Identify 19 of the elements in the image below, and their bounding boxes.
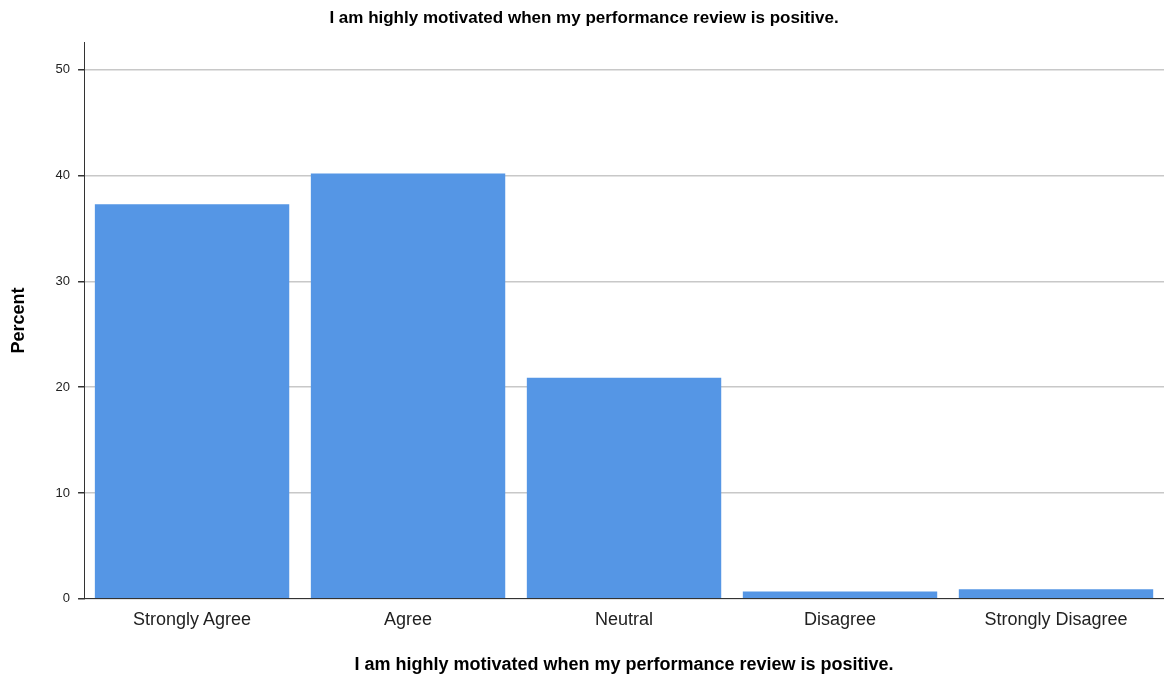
bar [958, 589, 1154, 599]
bar [310, 173, 506, 599]
y-tick-label: 0 [62, 590, 71, 606]
y-tick-label: 30 [55, 273, 71, 289]
y-tick-label: 40 [55, 167, 71, 183]
bar [742, 591, 938, 599]
x-axis-title: I am highly motivated when my performance review is positive. [354, 654, 894, 675]
bar [94, 204, 290, 599]
chart-title: I am highly motivated when my performance review is positive. [329, 7, 839, 27]
x-tick-label: Neutral [595, 608, 654, 629]
bar [526, 377, 722, 599]
x-tick-label: Strongly Disagree [984, 608, 1128, 629]
x-tick-label: Agree [384, 608, 433, 629]
y-axis-title: Percent [7, 287, 28, 354]
y-tick-label: 50 [55, 61, 71, 77]
x-tick-label: Disagree [803, 608, 877, 629]
y-tick-label: 10 [55, 484, 71, 500]
x-tick-label: Strongly Agree [133, 608, 252, 629]
y-tick-label: 20 [55, 378, 71, 394]
